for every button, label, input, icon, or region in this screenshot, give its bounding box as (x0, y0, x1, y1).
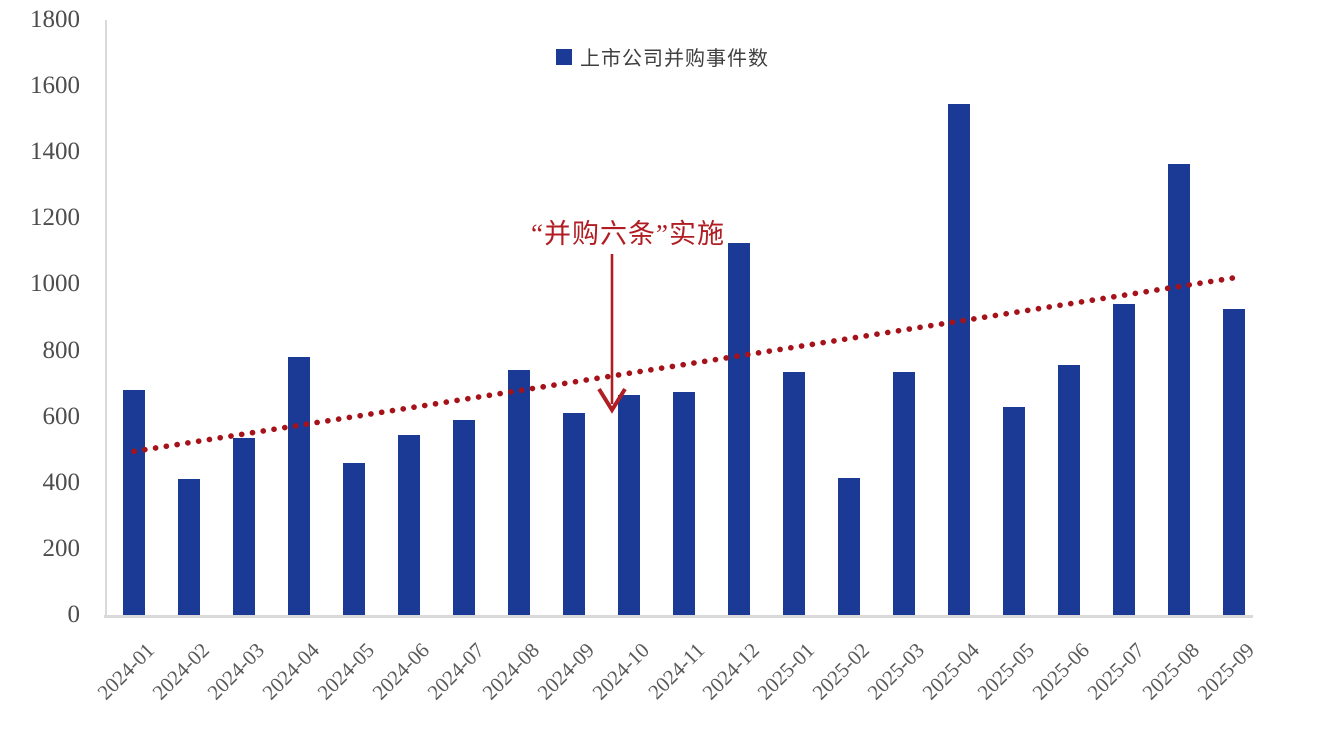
y-axis-tick-label: 800 (42, 336, 81, 364)
bar-2024-10 (618, 395, 640, 615)
y-axis-tick-label: 200 (42, 534, 81, 562)
x-axis-label: 2024-02 (147, 638, 214, 705)
bar-2024-11 (673, 391, 695, 615)
y-axis-tick-label: 1800 (30, 6, 80, 33)
x-axis-label: 2025-02 (807, 638, 874, 705)
bar-2025-02 (838, 477, 860, 615)
bar-2024-06 (398, 434, 420, 615)
bar-2025-03 (893, 372, 915, 615)
x-axis-label: 2025-06 (1027, 638, 1094, 705)
x-axis-label: 2025-08 (1137, 638, 1204, 705)
y-axis-line (105, 20, 107, 617)
bar-2024-03 (233, 438, 255, 615)
bar-2024-02 (178, 479, 200, 615)
x-axis-label: 2025-05 (972, 638, 1039, 705)
bar-2024-05 (343, 462, 365, 615)
x-axis-label: 2025-01 (752, 638, 819, 705)
y-axis-tick-label: 1000 (30, 270, 80, 298)
bar-2025-05 (1003, 406, 1025, 615)
x-axis-label: 2024-01 (92, 638, 159, 705)
bar-2025-08 (1168, 163, 1190, 615)
bar-2025-07 (1113, 304, 1135, 615)
x-axis-label: 2024-03 (202, 638, 269, 705)
bar-2024-07 (453, 419, 475, 615)
bar-2025-01 (783, 372, 805, 615)
x-axis-label: 2025-09 (1192, 638, 1259, 705)
x-axis-label: 2024-10 (587, 638, 654, 705)
bar-2024-12 (728, 243, 750, 615)
x-axis-label: 2024-06 (367, 638, 434, 705)
x-axis-label: 2024-07 (422, 638, 489, 705)
bar-2024-09 (563, 413, 585, 615)
x-axis-label: 2024-04 (257, 638, 324, 705)
x-axis-label: 2024-05 (312, 638, 379, 705)
bar-2025-09 (1223, 309, 1245, 615)
y-axis-tick-label: 600 (42, 402, 81, 430)
y-axis-tick-label: 1400 (30, 138, 80, 166)
y-axis-tick-label: 1600 (30, 72, 80, 100)
x-axis-label: 2024-12 (697, 638, 764, 705)
y-axis-tick-label: 1200 (30, 204, 80, 232)
y-axis-tick-label: 400 (42, 468, 81, 496)
bar-2024-01 (123, 390, 145, 615)
x-axis-label: 2025-04 (917, 638, 984, 705)
bar-2024-08 (508, 370, 530, 615)
x-axis-line (104, 615, 1253, 618)
bar-2025-06 (1058, 365, 1080, 615)
legend: 上市公司并购事件数 (556, 42, 769, 71)
x-axis-label: 2025-07 (1082, 638, 1149, 705)
x-axis-label: 2025-03 (862, 638, 929, 705)
legend-marker-square (556, 48, 572, 65)
legend-label: 上市公司并购事件数 (580, 48, 769, 70)
bar-2025-04 (948, 104, 970, 615)
annotation-text: “并购六条”实施 (531, 219, 725, 249)
x-axis-label: 2024-09 (532, 638, 599, 705)
x-axis-label: 2024-11 (643, 638, 709, 704)
y-axis-tick-label: 0 (67, 601, 81, 628)
bar-2024-04 (288, 357, 310, 615)
x-axis-label: 2024-08 (477, 638, 544, 705)
